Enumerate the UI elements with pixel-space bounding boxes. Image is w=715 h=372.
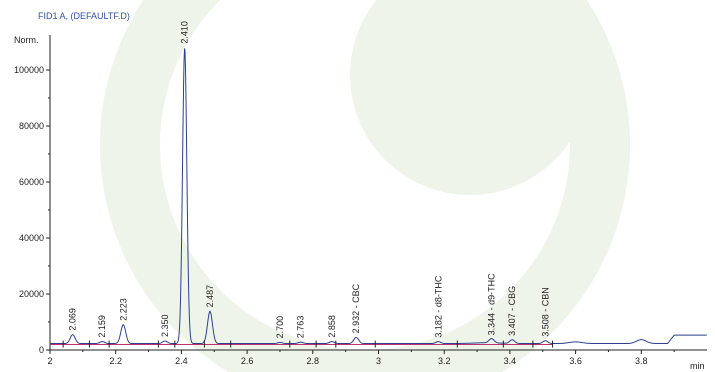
peak-label: 2.763 <box>296 316 306 339</box>
x-tick-label: 3.2 <box>438 356 451 366</box>
y-tick-label: 100000 <box>14 65 44 75</box>
watermark-ring <box>100 0 630 372</box>
chart-title: FID1 A, (DEFAULTF.D) <box>38 11 130 21</box>
x-axis-label: min <box>690 361 705 371</box>
x-tick-label: 3 <box>376 356 381 366</box>
x-tick-label: 2.6 <box>241 356 254 366</box>
peak-label: 2.350 <box>160 314 170 337</box>
y-tick-label: 40000 <box>19 233 44 243</box>
peak-label: 2.858 <box>327 315 337 338</box>
peak-label: 3.182 - d8-THC <box>433 275 443 338</box>
peak-label: 3.508 - CBN <box>540 287 550 337</box>
peak-label: 2.223 <box>118 298 128 321</box>
y-tick-label: 20000 <box>19 289 44 299</box>
x-tick-label: 3.4 <box>504 356 517 366</box>
y-tick-label: 80000 <box>19 121 44 131</box>
y-tick-label: 60000 <box>19 177 44 187</box>
x-tick-label: 2.8 <box>307 356 320 366</box>
axes: 0 20000 40000 60000 80000 100000 2 2.2 2.4 2.6 2.8… <box>14 35 707 366</box>
x-tick-label: 3.6 <box>569 356 582 366</box>
watermark-logo <box>100 0 630 372</box>
peak-label: 2.069 <box>68 308 78 331</box>
chromatogram-trace <box>50 48 707 345</box>
x-tick-label: 3.8 <box>635 356 648 366</box>
peak-label: 3.407 - CBG <box>507 286 517 336</box>
peak-label: 2.410 <box>180 21 190 44</box>
y-tick-label: 0 <box>39 345 44 355</box>
peak-label: 2.700 <box>275 316 285 339</box>
x-tick-label: 2.4 <box>175 356 188 366</box>
plot-area <box>50 48 707 348</box>
peak-label: 3.344 - d9-THC <box>487 273 497 336</box>
peak-label: 2.932 - CBC <box>351 283 361 333</box>
x-tick-label: 2.2 <box>109 356 122 366</box>
watermark-dot <box>350 0 590 195</box>
peak-labels: 2.069 2.159 2.223 2.350 2.410 2.487 2.700 2.763… <box>68 21 551 338</box>
peak-label: 2.159 <box>97 315 107 338</box>
x-tick-label: 2 <box>47 356 52 366</box>
peak-label: 2.487 <box>205 285 215 308</box>
y-axis-label: Norm. <box>14 35 39 45</box>
